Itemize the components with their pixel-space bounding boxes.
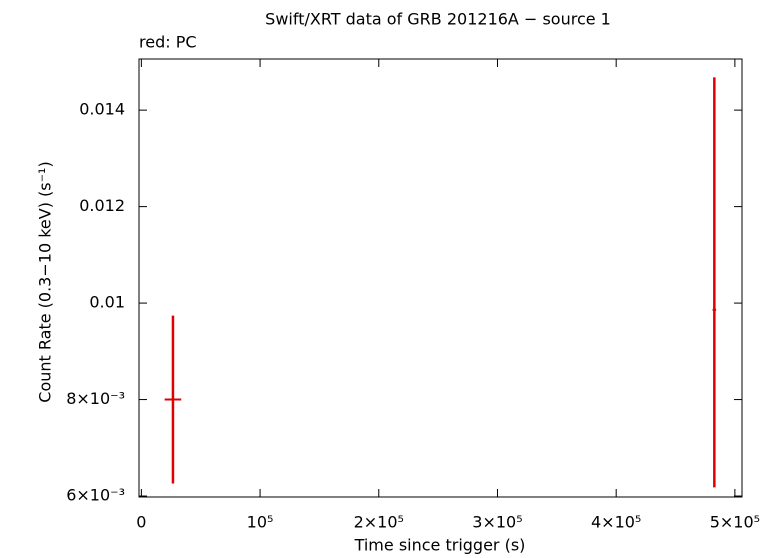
chart-title: Swift/XRT data of GRB 201216A − source 1: [265, 10, 611, 29]
x-tick-label: 2×10⁵: [354, 513, 404, 532]
y-axis-label: Count Rate (0.3−10 keV) (s⁻¹): [36, 161, 55, 402]
y-tick-label: 0.01: [89, 293, 125, 312]
x-axis-label: Time since trigger (s): [354, 536, 526, 555]
y-tick-label: 8×10⁻³: [66, 389, 125, 408]
y-tick-label: 0.012: [79, 196, 125, 215]
plot-frame: [138, 58, 743, 498]
legend-text: red: PC: [139, 33, 197, 52]
y-tick-label: 0.014: [79, 100, 125, 119]
x-tick-label: 0: [136, 513, 146, 532]
x-tick-label: 10⁵: [247, 513, 274, 532]
y-tick-label: 6×10⁻³: [66, 486, 125, 505]
x-tick-label: 3×10⁵: [472, 513, 522, 532]
x-tick-label: 4×10⁵: [591, 513, 641, 532]
x-tick-label: 5×10⁵: [710, 513, 760, 532]
